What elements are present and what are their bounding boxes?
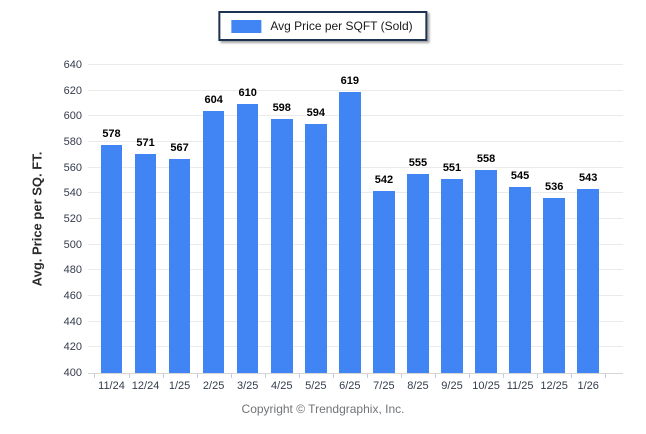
x-axis-tick [94,374,96,378]
y-tick-label: 520 [63,213,82,225]
bar-8-25 [407,174,429,373]
x-tick-label: 8/25 [407,380,429,392]
x-axis-tick [469,374,471,378]
bar-value-label: 567 [170,141,189,154]
bar-value-label: 610 [238,86,257,99]
legend-label: Avg Price per SQFT (Sold) [270,19,413,33]
y-tick-label: 440 [63,315,82,328]
bar-12-25 [543,198,565,373]
bar-value-label: 536 [544,181,564,194]
chart-legend: Avg Price per SQFT (Sold) [218,11,428,41]
x-tick-label: 3/25 [236,380,259,392]
bar-12-24 [134,153,157,373]
x-tick-label: 5/25 [305,380,327,392]
y-tick-label: 540 [63,187,82,200]
x-tick-label: 10/25 [472,380,500,392]
x-axis-tick [605,374,607,378]
x-tick-label: 9/25 [441,380,463,392]
x-tick-label: 1/26 [577,380,599,392]
x-axis-line [88,373,623,374]
x-tick-label: 6/25 [339,380,361,392]
x-axis-tick [298,374,300,378]
bar-value-label: 578 [102,127,121,140]
copyright-text: Copyright © Trendgraphix, Inc. [241,402,405,416]
y-tick-label: 500 [63,238,82,251]
x-axis-tick [400,374,402,378]
plot-area: 400 420 440 460 480 500 520 540 560 580 600 620 640 5… [64,59,623,392]
x-tick-label: 7/25 [373,380,395,392]
bar-value-label: 551 [442,162,462,175]
bar-11-24 [100,144,123,373]
y-tick-label: 600 [63,110,82,123]
bar-3-25 [236,103,259,373]
x-axis-tick [434,374,436,378]
bar-5-25 [305,124,327,373]
bar-value-label: 619 [340,74,360,87]
bar-1-26 [577,189,599,373]
x-tick-label: 12/25 [540,380,568,392]
bar-6-25 [339,91,361,373]
bar-1-25 [168,158,191,373]
x-tick-label: 12/24 [131,380,160,392]
y-tick-label: 400 [63,367,82,379]
bar-value-label: 543 [579,172,598,185]
bar-2-25 [202,111,225,373]
bar-value-label: 555 [408,157,428,170]
bar-10-25 [475,170,497,373]
x-axis-tick [571,374,573,378]
bar-value-label: 542 [374,173,394,186]
y-tick-label: 480 [63,264,82,277]
x-axis-tick [264,374,266,378]
legend-swatch-icon [231,19,262,33]
y-tick-label: 580 [63,136,82,148]
y-tick-label: 420 [63,341,82,354]
bar-value-label: 604 [204,94,223,107]
x-axis-tick [366,374,368,378]
x-axis-tick [230,374,232,378]
bar-value-label: 558 [476,153,496,166]
bar-11-25 [509,186,531,373]
x-tick-label: 1/25 [168,380,191,392]
bar-4-25 [271,118,293,373]
bar-value-label: 598 [272,101,291,114]
x-tick-label: 11/24 [98,380,125,392]
bar-value-label: 594 [306,107,325,120]
x-axis-tick [128,374,130,378]
gridline [88,64,623,65]
x-axis-tick [537,374,539,378]
bar-value-label: 545 [510,169,530,182]
bar-value-label: 571 [136,136,155,149]
y-tick-label: 560 [63,161,82,174]
x-axis-tick [162,374,164,378]
bar-9-25 [441,179,463,373]
y-tick-label: 620 [63,84,82,97]
x-axis-tick [503,374,505,378]
x-tick-label: 2/25 [202,380,225,392]
x-axis-tick [332,374,334,378]
x-tick-label: 11/25 [506,380,534,392]
x-axis-tick [196,374,198,378]
x-tick-label: 4/25 [271,380,293,392]
y-tick-label: 640 [63,59,82,71]
y-tick-label: 460 [63,290,82,302]
gridline [88,89,623,91]
bar-7-25 [373,190,395,373]
